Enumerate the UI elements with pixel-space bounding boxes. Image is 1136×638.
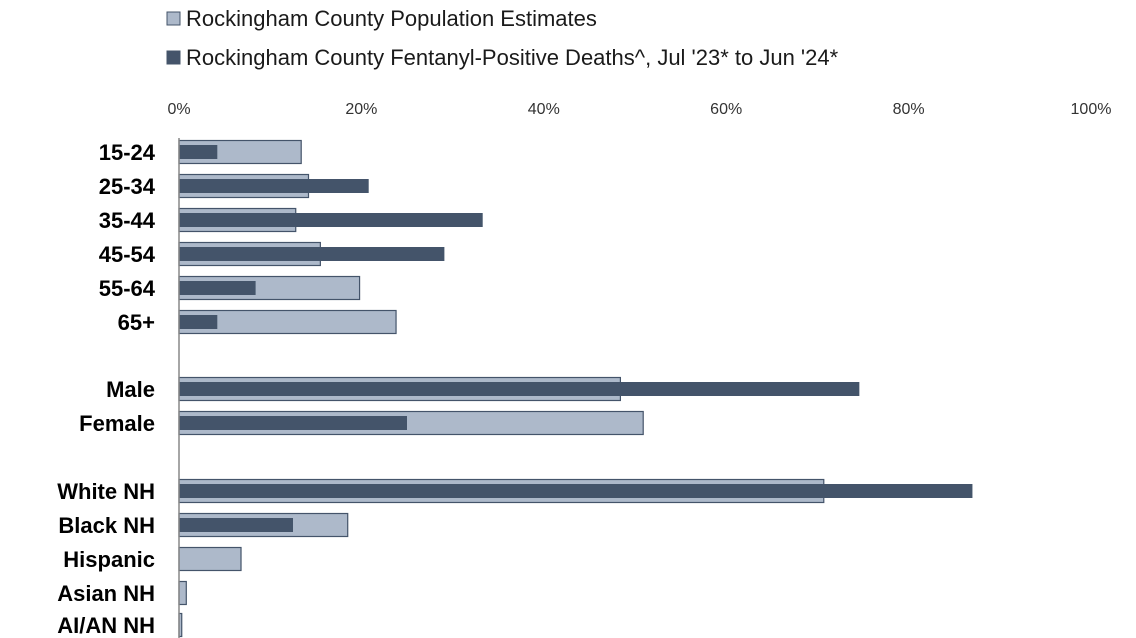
category-label: Male bbox=[106, 377, 155, 402]
bars bbox=[178, 139, 973, 638]
fentanyl-deaths-bar bbox=[179, 247, 445, 261]
fentanyl-deaths-bar bbox=[179, 518, 293, 532]
x-tick-label: 80% bbox=[893, 101, 925, 118]
category-label: 15-24 bbox=[99, 140, 156, 165]
legend: Rockingham County Population Estimates Ro… bbox=[166, 6, 839, 70]
fentanyl-deaths-bar bbox=[179, 281, 256, 295]
fentanyl-deaths-bar bbox=[179, 484, 973, 498]
category-label: 35-44 bbox=[99, 208, 156, 233]
x-tick-label: 20% bbox=[345, 101, 377, 118]
category-label: Black NH bbox=[58, 513, 155, 538]
fentanyl-deaths-bar bbox=[179, 145, 218, 159]
x-axis-ticks: 0% 20% 40% 60% 80% 100% bbox=[167, 101, 1111, 118]
fentanyl-deaths-bar bbox=[179, 382, 860, 396]
category-label: Female bbox=[79, 411, 155, 436]
fentanyl-deaths-bar bbox=[179, 315, 218, 329]
population-bar bbox=[178, 546, 242, 572]
x-tick-label: 40% bbox=[528, 101, 560, 118]
legend-swatch-2 bbox=[166, 50, 181, 65]
category-label: 45-54 bbox=[99, 242, 156, 267]
category-label: White NH bbox=[57, 479, 155, 504]
legend-swatch-1 bbox=[166, 11, 181, 26]
category-label: 25-34 bbox=[99, 174, 156, 199]
fentanyl-deaths-bar bbox=[179, 416, 407, 430]
category-label: AI/AN NH bbox=[57, 613, 155, 638]
category-labels: 15-24 25-34 35-44 45-54 55-64 65+ Male Female Wh… bbox=[57, 140, 156, 638]
category-label: Hispanic bbox=[63, 547, 155, 572]
x-tick-label: 100% bbox=[1071, 101, 1112, 118]
x-tick-label: 60% bbox=[710, 101, 742, 118]
category-label: 55-64 bbox=[99, 276, 156, 301]
x-tick-label: 0% bbox=[167, 101, 190, 118]
legend-label-2: Rockingham County Fentanyl-Positive Deat… bbox=[186, 45, 839, 70]
category-label: 65+ bbox=[118, 310, 155, 335]
legend-label-1: Rockingham County Population Estimates bbox=[186, 6, 597, 31]
fentanyl-deaths-bar bbox=[179, 213, 483, 227]
category-label: Asian NH bbox=[57, 581, 155, 606]
population-bar bbox=[178, 580, 187, 606]
fentanyl-deaths-bar bbox=[179, 179, 369, 193]
